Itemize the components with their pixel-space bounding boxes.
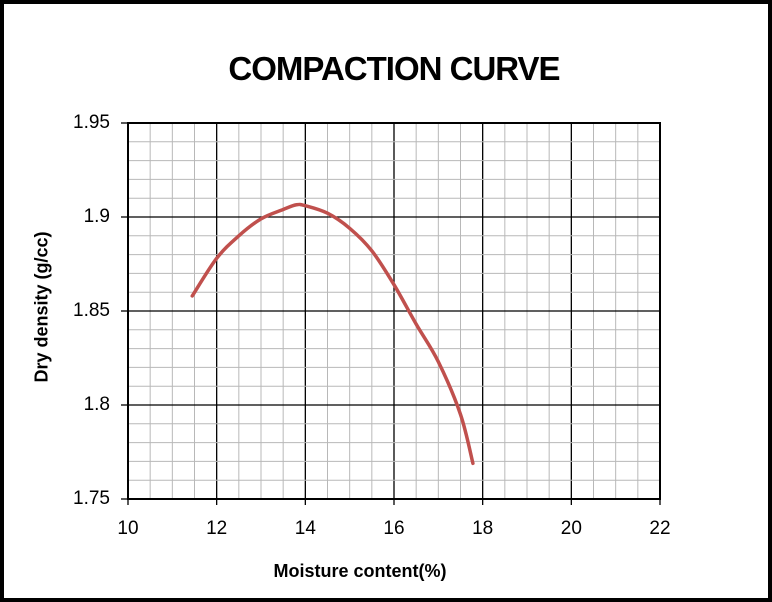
y-tick-label: 1.9 (83, 206, 110, 227)
x-tick-label: 20 (560, 518, 582, 539)
plot-border (127, 122, 661, 500)
x-axis-title: Moisture content(%) (273, 561, 447, 581)
x-tick-label: 12 (206, 518, 228, 539)
x-tick-label: 14 (294, 518, 316, 539)
y-axis-title: Dry density (g/cc) (31, 231, 52, 383)
x-tick-label: 10 (117, 518, 139, 539)
x-tick-label: 18 (472, 518, 494, 539)
y-tick-label: 1.8 (83, 394, 110, 415)
x-tick-label: 16 (383, 518, 405, 539)
plot-area (121, 122, 661, 505)
series-curve (190, 202, 475, 466)
chart-title: COMPACTION CURVE (228, 50, 560, 87)
x-tick-label: 22 (649, 518, 671, 539)
y-tick-label: 1.75 (73, 488, 110, 509)
y-tick-label: 1.85 (73, 300, 110, 321)
y-tick-label: 1.95 (73, 112, 110, 133)
